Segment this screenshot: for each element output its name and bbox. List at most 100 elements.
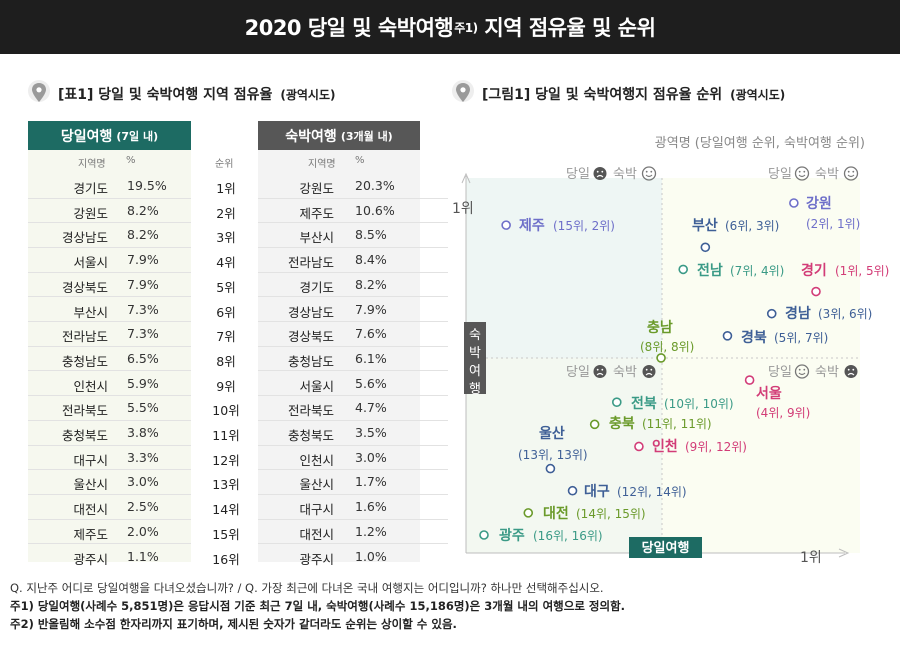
stay-pct-cell: 10.6% [355, 202, 395, 218]
location-pin-icon [28, 80, 50, 102]
stay-region-cell: 서울시 [299, 378, 334, 394]
point-rank-label: (6위, 3위) [725, 219, 779, 233]
row-divider [258, 197, 286, 199]
sad-face-icon [844, 365, 858, 378]
day-pct-cell: 19.5% [127, 178, 167, 193]
table-row: 강원도 8.2% 2위 제주도 10.6% [28, 199, 448, 224]
day-region-cell: 경상남도 [61, 230, 108, 246]
stay-trip-header: 숙박여행 (3개월 내) [258, 121, 420, 150]
stay-region-cell: 인천시 [299, 452, 334, 468]
stay-pct-cell: 1.7% [355, 474, 387, 490]
day-region-cell: 인천시 [73, 378, 108, 394]
point-충남 [656, 353, 666, 363]
point-경북 [722, 330, 733, 341]
sad-face-icon [642, 365, 656, 378]
quadrant-top-right-label-day: 당일 [768, 167, 792, 182]
row-divider [258, 444, 286, 446]
rank-cell: 6위 [216, 304, 236, 320]
table-row: 충청북도 3.8% 11위 충청북도 3.5% [28, 421, 448, 446]
row-divider [28, 444, 191, 446]
row-divider [28, 296, 191, 298]
rank-cell: 12위 [212, 452, 240, 468]
row-divider [286, 197, 448, 199]
stay-pct-cell: 8.5% [355, 227, 387, 243]
row-divider [28, 518, 191, 520]
point-name-label: 충북 [609, 416, 635, 432]
point-rank-label: (9위, 12위) [685, 440, 747, 454]
point-rank-label: (12위, 14위) [617, 485, 687, 499]
x-axis-label-bg [629, 537, 702, 558]
day-pct-cell: 3.3% [127, 449, 159, 465]
day-region-cell: 강원도 [73, 205, 108, 221]
stay-pct-cell: 4.7% [355, 400, 387, 416]
table-section-heading: [표1] 당일 및 숙박여행 지역 점유율 (광역시도) [28, 80, 336, 108]
y-axis-label-char: 숙 [469, 328, 481, 343]
table-section-subtitle: (광역시도) [280, 87, 336, 102]
stay-region-cell: 강원도 [299, 181, 334, 196]
row-divider [258, 469, 286, 471]
point-name-label: 대전 [543, 505, 569, 522]
stay-region-cell: 충청남도 [287, 353, 334, 369]
stay-pct-cell: 3.0% [355, 449, 387, 465]
row-divider [258, 395, 286, 397]
table-row: 전라남도 7.3% 7위 경상북도 7.6% [28, 322, 448, 347]
row-divider [286, 271, 448, 273]
day-pct-cell: 7.3% [127, 301, 159, 317]
point-rank-label: (16위, 16위) [533, 529, 603, 543]
happy-face-icon [641, 166, 657, 181]
table-section-title: [표1] 당일 및 숙박여행 지역 점유율 [58, 87, 273, 103]
stay-region-cell: 경상남도 [287, 304, 334, 320]
table-row: 경기도 19.5% 1위 강원도 20.3% [28, 174, 448, 199]
day-region-cell: 경상북도 [61, 279, 108, 295]
row-divider [286, 469, 448, 471]
stay-region-cell: 울산시 [299, 477, 334, 493]
happy-face-icon [843, 166, 859, 181]
point-인천 [634, 441, 644, 452]
quadrant-bottom-left-label-stay: 숙박 [613, 365, 637, 380]
point-name-label: 광주 [499, 527, 525, 544]
day-pct-cell: 6.5% [127, 350, 159, 366]
point-name-label: 전북 [631, 395, 657, 412]
row-divider [286, 222, 448, 224]
row-divider [258, 246, 286, 248]
stay-region-cell: 제주도 [299, 205, 334, 221]
rank-cell: 14위 [212, 502, 240, 518]
table-row: 경상남도 8.2% 3위 부산시 8.5% [28, 223, 448, 248]
stay-col-pct: % [355, 155, 365, 166]
day-pct-cell: 8.2% [127, 227, 159, 243]
day-region-cell: 대전시 [73, 502, 108, 518]
quadrant-bottom-right [662, 358, 860, 553]
quadrant-bottom-right-label-day: 당일 [768, 365, 792, 380]
row-divider [28, 246, 191, 248]
point-rank-label: (8위, 8위) [640, 340, 694, 354]
row-divider [28, 345, 191, 347]
point-rank-label: (10위, 10위) [664, 397, 734, 411]
row-divider [286, 419, 448, 421]
row-divider [286, 345, 448, 347]
row-divider [258, 321, 286, 322]
day-pct-cell: 2.0% [127, 523, 159, 539]
day-trip-header: 당일여행 (7일 내) [28, 121, 191, 150]
rank-cell: 5위 [216, 279, 236, 295]
day-pct-cell: 2.5% [127, 499, 159, 515]
x-axis-arrow [838, 548, 850, 558]
table-row: 부산시 7.3% 6위 경상남도 7.9% [28, 298, 448, 323]
y-tick-label: 1위 [452, 201, 474, 217]
rank-cell: 1위 [216, 181, 236, 196]
chart-section-heading: [그림1] 당일 및 숙박여행지 점유율 순위 (광역시도) [452, 80, 785, 108]
stay-pct-cell: 7.6% [355, 326, 387, 342]
day-pct-cell: 3.8% [127, 425, 159, 440]
rank-cell: 2위 [216, 205, 236, 221]
stay-region-cell: 전라북도 [287, 403, 334, 419]
stay-region-cell: 충청북도 [287, 428, 334, 443]
row-divider [286, 395, 448, 397]
stay-region-cell: 광주시 [299, 551, 334, 567]
point-경기 [811, 286, 821, 297]
survey-question: Q. 지난주 어디로 당일여행을 다녀오셨습니까? / Q. 가장 최근에 다녀… [10, 581, 604, 595]
rank-cell: 7위 [216, 329, 236, 345]
row-divider [286, 518, 448, 520]
row-divider [286, 370, 448, 372]
stay-region-cell: 대구시 [299, 502, 334, 518]
day-pct-cell: 1.1% [127, 548, 159, 564]
stay-region-cell: 경기도 [299, 279, 334, 295]
